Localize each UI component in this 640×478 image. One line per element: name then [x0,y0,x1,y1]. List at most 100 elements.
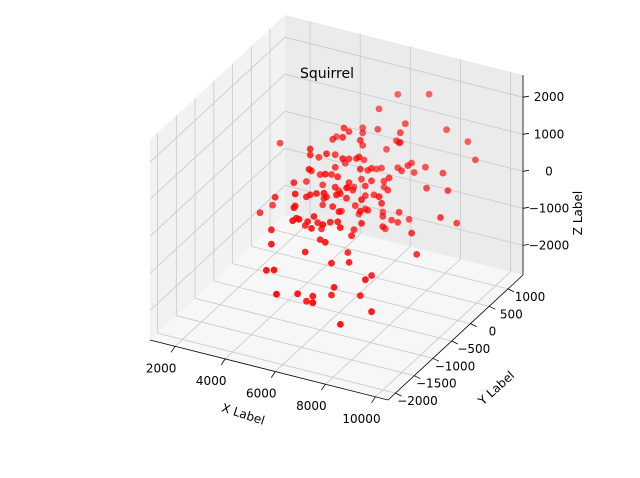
scatter-point [268,226,275,234]
y-grid-floor [269,228,509,290]
y-grid-floor [232,263,471,324]
scatter-point [344,249,352,256]
scatter-point [306,151,314,159]
x-tick [321,383,326,391]
scatter-point [345,155,353,163]
scatter-point [439,169,447,177]
scatter-point [383,145,390,153]
scatter-point [375,193,383,201]
scatter-point [368,272,375,279]
x-axis-label: X Label [220,401,267,428]
z-tick-label: 1000 [534,127,565,141]
scatter-point [374,125,382,133]
scatter-point [345,128,353,136]
x-grid-floor [375,271,511,398]
scatter-point [388,216,395,224]
scatter-point [339,133,347,141]
scatter-point [368,177,375,185]
y-tick-label: −2000 [397,394,438,408]
y-axis-line [387,274,524,401]
scatter-point [328,171,335,178]
scatter-point [368,164,375,172]
scatter-point [268,240,275,248]
z-grid-back [284,110,524,172]
z-grid-back [284,36,524,98]
z-axis-label: Z Label [571,191,585,235]
scatter-point [385,174,393,182]
scatter-point [256,209,264,217]
z-tick [522,169,530,172]
scatter-point [276,139,284,147]
z-tick [522,132,530,135]
y-tick [489,305,496,310]
scatter-point [378,199,385,207]
scatter-point [343,184,350,192]
scatter-point [408,229,415,237]
scatter-point [375,105,383,113]
scatter-point [335,208,343,216]
scatter-point [316,236,324,244]
scatter-point [295,215,303,223]
scatter-point [319,221,327,229]
scatter-point [394,91,402,98]
scatter-point [329,135,337,143]
scatter-point [453,219,461,227]
grid-lines [149,21,524,398]
x-tick-label: 6000 [246,387,277,401]
scatter-point [294,290,302,298]
z-tick-label: 0 [545,164,553,178]
scatter-point [340,124,348,132]
scatter-point [380,177,388,185]
y-tick [507,288,515,293]
scatter-point [370,191,378,199]
scatter-point [310,213,318,220]
z-grid-left [149,111,286,237]
scatter-point [364,206,372,214]
scatter-point [356,136,364,144]
scatter-point [328,259,335,267]
y-tick [414,375,421,380]
scatter-point [345,259,353,266]
scatter-point [396,129,404,137]
scatter-point [319,181,327,189]
z-tick [522,95,530,98]
y-tick-label: −1500 [416,377,457,391]
scatter-point [304,218,312,226]
scatter-point [358,196,365,204]
z-grid-back [284,73,524,135]
y-tick-label: 1000 [515,290,546,304]
scatter-point [331,151,339,159]
scatter-point [437,214,444,221]
scatter-point [337,321,344,328]
scatter-point [395,208,403,216]
scatter-point [303,297,310,305]
scatter-point [379,212,387,220]
scatter-point [413,251,421,258]
z-grid-left [149,185,286,311]
z-tick [522,206,530,209]
scatter-point [308,225,315,232]
scatter-point [401,120,409,128]
x-grid-floor [174,221,311,347]
scatter-point [394,219,402,226]
scatter-point [359,124,367,132]
scatter-point [410,169,418,176]
scatter-point [356,292,364,299]
scatter-point [329,203,337,211]
scatter-point [306,191,314,199]
scatter-point [314,219,322,227]
scatter-point [359,129,367,137]
scatter-point [269,201,276,209]
scatter-point [356,207,364,215]
scatter-point [348,232,355,240]
axis-edges [149,75,524,401]
z-tick-label: 2000 [534,90,565,104]
scatter-point [384,186,392,194]
scatter-point [315,153,323,161]
scatter-point [405,216,413,223]
scatter-point [368,308,375,316]
scatter-point [330,284,338,291]
scatter-point [395,139,403,147]
scatter-point [350,226,358,234]
scatter-point [339,155,347,163]
